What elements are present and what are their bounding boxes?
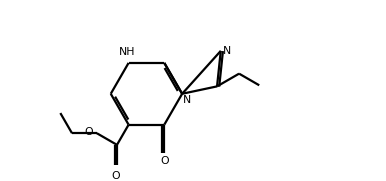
Text: O: O [111,171,120,181]
Text: N: N [183,95,191,105]
Text: O: O [85,127,93,137]
Text: NH: NH [119,47,135,57]
Text: N: N [223,46,231,56]
Text: O: O [160,156,169,166]
